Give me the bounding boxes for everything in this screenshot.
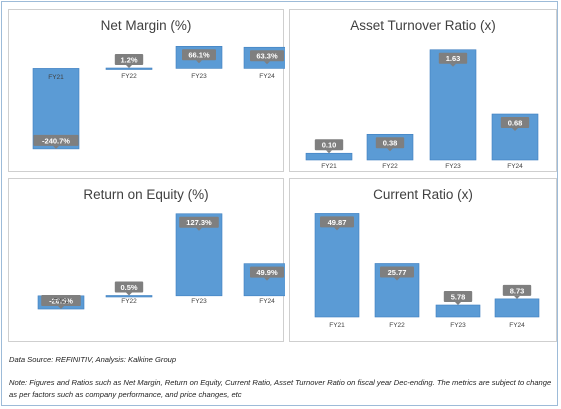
data-label: 5.78 <box>443 290 473 305</box>
data-label: 0.68 <box>500 117 530 131</box>
bar-fy24 <box>494 298 540 318</box>
data-label: 0.5% <box>114 281 144 296</box>
data-label-text: 0.68 <box>508 118 523 127</box>
tick-label: FY21 <box>53 298 69 305</box>
data-label-text: 127.3% <box>186 218 212 227</box>
bar-fy21 <box>314 213 360 318</box>
data-label-text: 49.87 <box>328 218 347 227</box>
tick-label: FY23 <box>450 322 466 329</box>
bar-fy22 <box>105 295 153 298</box>
current-ratio-plot: 49.87 FY21 25.77 FY22 5.78 FY23 8.73 FY24 <box>314 213 540 329</box>
data-label: 63.3% <box>250 50 284 65</box>
tick-label: FY24 <box>259 298 275 305</box>
tick-label: FY21 <box>321 163 337 170</box>
data-label-text: 5.78 <box>451 292 466 301</box>
asset-turnover-chart: Asset Turnover Ratio (x) 0.10 FY21 0.38 FY2… <box>289 9 557 172</box>
data-label: 127.3% <box>179 216 219 231</box>
data-label: 0.10 <box>314 139 344 154</box>
tick-label: FY22 <box>121 73 137 80</box>
chart-title: Return on Equity (%) <box>83 187 209 202</box>
data-label: 0.38 <box>375 137 405 152</box>
roe-plot: -20.5%FY21 0.5% FY22 127.3% FY23 49.9% FY24 <box>37 213 285 310</box>
data-label-text: -20.5% <box>49 296 73 305</box>
data-label-text: 1.63 <box>446 54 461 63</box>
data-label: 66.1% <box>182 49 216 64</box>
tick-label: FY24 <box>509 322 525 329</box>
data-label-text: 8.73 <box>510 286 525 295</box>
data-label-text: 49.9% <box>256 268 278 277</box>
data-label: -240.7% <box>33 134 79 149</box>
tick-label: FY22 <box>121 298 137 305</box>
tick-label: FY24 <box>507 163 523 170</box>
figures-note: Note: Figures and Ratios such as Net Mar… <box>9 378 552 399</box>
roe-chart: Return on Equity (%) -20.5% FY21 0.5% FY22 1… <box>8 178 285 342</box>
data-label-text: 66.1% <box>188 51 210 60</box>
data-label: 1.2% <box>114 54 144 69</box>
net-margin-plot: -240.7% FY21 1.2% FY22 66.1% FY23 63.3% FY24 <box>32 46 285 150</box>
bar-fy23 <box>429 49 477 161</box>
bar-fy23 <box>435 304 481 318</box>
tick-label: FY23 <box>191 298 207 305</box>
tick-label: FY24 <box>259 73 275 80</box>
data-label: 49.87 <box>320 216 354 231</box>
current-ratio-chart: Current Ratio (x) 49.87 FY21 25.77 FY22 5.78… <box>289 178 557 342</box>
data-label: 8.73 <box>502 284 532 299</box>
data-label-text: 0.38 <box>383 139 398 148</box>
data-label-text: 0.10 <box>322 141 337 150</box>
tick-label: FY22 <box>389 322 405 329</box>
chart-title: Asset Turnover Ratio (x) <box>350 18 496 33</box>
data-label: 25.77 <box>380 266 414 281</box>
data-label: -20.5% <box>41 295 81 310</box>
tick-label: FY23 <box>445 163 461 170</box>
data-label-text: 63.3% <box>256 52 278 61</box>
data-label-text: -240.7% <box>42 136 70 145</box>
data-source-note: Data Source: REFINITIV, Analysis: Kalkin… <box>9 355 177 364</box>
tick-label: FY21 <box>48 74 64 81</box>
net-margin-chart: Net Margin (%) -240.7% FY21 1.2% FY22 66.1% F… <box>8 9 285 172</box>
chart-title: Current Ratio (x) <box>373 187 473 202</box>
data-label-text: 25.77 <box>388 268 407 277</box>
tick-label: FY21 <box>329 322 345 329</box>
data-label-text: 0.5% <box>120 283 137 292</box>
data-label-text: 1.2% <box>120 55 137 64</box>
asset-turnover-plot: 0.10 FY21 0.38 FY22 1.63 FY23 0.68 FY24 <box>305 49 539 170</box>
data-label: 1.63 <box>438 52 468 67</box>
bar-fy21 <box>305 152 353 161</box>
chart-title: Net Margin (%) <box>100 18 192 33</box>
data-label: 49.9% <box>250 266 284 281</box>
bar-fy22 <box>105 67 153 70</box>
tick-label: FY22 <box>382 163 398 170</box>
tick-label: FY23 <box>191 73 207 80</box>
